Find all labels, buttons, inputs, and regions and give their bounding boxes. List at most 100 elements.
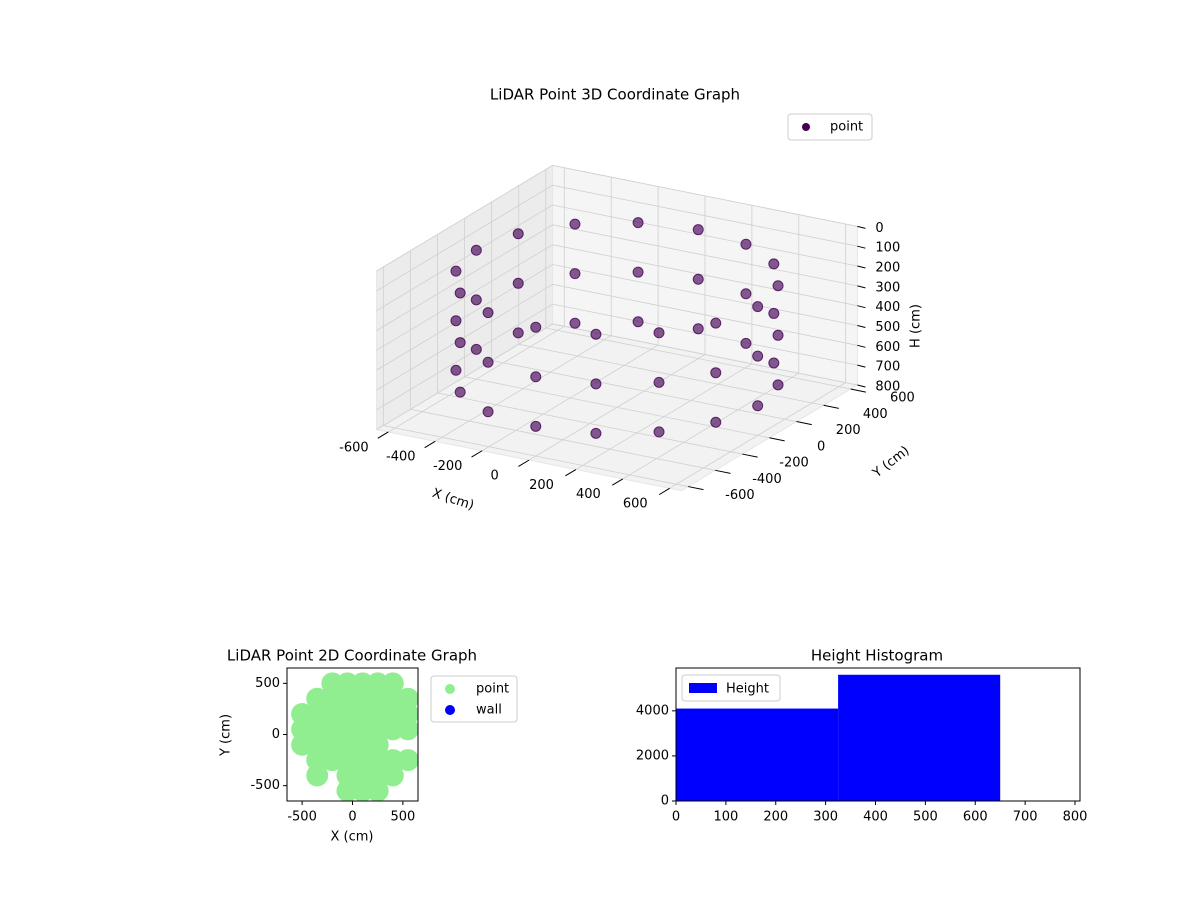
point [768,307,780,319]
point [321,703,344,726]
grid-line [376,303,858,411]
point [336,749,359,772]
point [366,703,389,726]
x-tick-label: 600 [963,810,988,825]
x-tick [658,487,670,496]
point [351,733,374,756]
point [710,367,722,379]
y-tick-label: 500 [255,676,280,691]
point [470,244,482,256]
z-tick-label: 600 [875,340,900,355]
chart-title: Height Histogram [811,647,943,665]
point [590,427,602,439]
point [530,321,542,333]
point [336,764,359,787]
point [321,687,344,710]
x-tick-label: 700 [1013,810,1038,825]
point [381,687,404,710]
z-tick-label: 300 [875,280,900,295]
grid-line [376,244,858,351]
x-tick-label: 0 [348,810,356,825]
y-tick-label: 200 [836,423,861,438]
point [381,718,404,741]
point [530,371,542,383]
z-tick [857,305,866,309]
point [291,703,314,726]
x-tick [518,459,530,467]
grid-line [376,184,858,292]
point [396,687,418,710]
point [530,420,542,432]
z-tick-label: 0 [875,221,883,236]
point [351,718,374,741]
y-axis-label: Y (cm) [219,714,234,757]
z-tick [857,265,866,269]
x-tick-label: 600 [623,497,648,512]
point [692,273,704,285]
point [381,703,404,726]
point [512,228,524,240]
legend-marker [445,705,455,715]
x-tick-label: 200 [763,810,788,825]
point [653,327,665,339]
point [381,672,404,695]
point [653,376,665,388]
y-tick [715,469,731,474]
point [632,266,644,278]
point [366,764,389,787]
point [336,733,359,756]
point [569,268,581,280]
point [632,217,644,229]
y-tick [769,437,785,442]
point [351,764,374,787]
point [336,703,359,726]
point [454,337,466,349]
z-axis-label: H (cm) [909,304,924,348]
point [768,258,780,270]
y-tick-label: 0 [272,727,280,742]
legend-marker [802,123,810,131]
point [740,288,752,300]
z-tick-label: 400 [875,300,900,315]
x-tick [471,450,483,458]
legend-box [681,674,781,702]
y-tick-label: -400 [752,472,782,487]
grid-line [376,164,858,272]
legend-marker [689,683,717,693]
chart-title: LiDAR Point 3D Coordinate Graph [490,86,740,104]
y-tick [796,421,812,426]
point [454,386,466,398]
point [366,749,389,772]
z-tick [857,384,866,388]
point [482,307,494,319]
point [772,329,784,341]
y-tick-label: 600 [890,391,915,406]
z-tick-label: 800 [875,379,900,394]
point [450,315,462,327]
x-axis-label: X (cm) [331,830,374,845]
x-tick-label: -200 [433,459,463,474]
point [710,416,722,428]
legend-label: point [476,682,509,697]
x-tick-label: 800 [1063,810,1088,825]
x-tick-label: 300 [813,810,838,825]
point [710,317,722,329]
point [768,357,780,369]
x-tick [424,440,436,449]
z-tick [857,364,866,368]
point [740,337,752,349]
point [321,718,344,741]
x-tick-label: -600 [339,440,369,455]
z-tick-label: 700 [875,360,900,375]
legend-label: Height [726,682,769,697]
point [351,687,374,710]
x-tick [377,431,389,439]
y-tick-label: 4000 [636,703,669,718]
x-tick-label: -500 [287,810,317,825]
point [692,323,704,335]
z-tick-label: 200 [875,261,900,276]
point [321,749,344,772]
legend-label: wall [476,703,502,718]
point [336,687,359,710]
point [470,343,482,355]
